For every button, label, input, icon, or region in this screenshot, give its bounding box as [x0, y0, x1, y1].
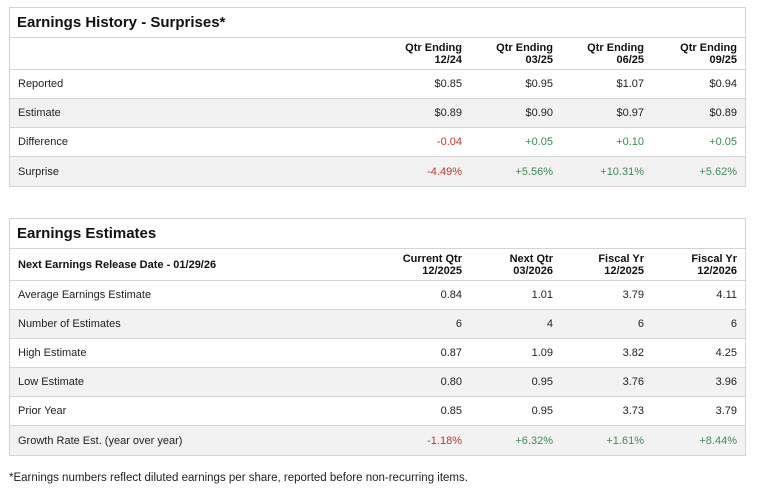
cell-value: +0.10: [616, 136, 644, 148]
cell-value: $0.89: [434, 107, 462, 119]
table-row: Growth Rate Est. (year over year) -1.18% +…: [10, 426, 745, 455]
table-row: Average Earnings Estimate 0.84 1.01 3.79 4.1…: [10, 281, 745, 310]
cell-value: $0.97: [616, 107, 644, 119]
cell-value: $0.89: [709, 107, 737, 119]
column-header-line2: 06/25: [616, 53, 644, 66]
earnings-estimates-table: Earnings Estimates Next Earnings Release…: [9, 218, 746, 456]
cell-value: $0.94: [709, 78, 737, 90]
column-header: Next Qtr 03/2026: [462, 253, 553, 277]
column-header-line2: 09/25: [709, 53, 737, 66]
cell-value: 0.95: [531, 376, 553, 388]
cell-value: $0.85: [434, 78, 462, 90]
table-row: Surprise -4.49% +5.56% +10.31% +5.62%: [10, 157, 745, 186]
column-header: Current Qtr 12/2025: [371, 253, 462, 277]
column-header: Qtr Ending 12/24: [371, 42, 462, 66]
row-label: Average Earnings Estimate: [18, 289, 152, 301]
row-label: Number of Estimates: [18, 318, 121, 330]
cell-value: 1.01: [531, 289, 553, 301]
cell-value: 4.11: [716, 289, 737, 301]
cell-value: 4.25: [715, 347, 737, 359]
cell-value: +5.56%: [515, 165, 553, 178]
cell-value: +6.32%: [515, 434, 553, 447]
footnote: *Earnings numbers reflect diluted earnin…: [9, 472, 468, 484]
table-row: Number of Estimates 6 4 6 6: [10, 310, 745, 339]
cell-value: 3.79: [622, 289, 644, 301]
table-row: Reported $0.85 $0.95 $1.07 $0.94: [10, 70, 745, 99]
cell-value: +0.05: [709, 136, 737, 148]
cell-value: 0.95: [531, 405, 553, 417]
column-header-line1: Next Qtr: [509, 252, 553, 265]
section-title: Earnings History - Surprises*: [10, 8, 745, 38]
cell-value: 4: [546, 318, 553, 330]
cell-value: $1.07: [616, 78, 644, 90]
table-row: High Estimate 0.87 1.09 3.82 4.25: [10, 339, 745, 368]
cell-value: $0.90: [525, 107, 553, 119]
cell-value: +1.61%: [606, 434, 644, 447]
column-header: Fiscal Yr 12/2026: [644, 253, 745, 277]
column-header-line1: Current Qtr: [402, 252, 462, 265]
cell-value: 0.80: [440, 376, 462, 388]
column-header-line1: Qtr Ending: [496, 41, 553, 54]
cell-value: 0.87: [440, 347, 462, 359]
table-row: Prior Year 0.85 0.95 3.73 3.79: [10, 397, 745, 426]
table-header-row: Next Earnings Release Date - 01/29/26 Cur…: [10, 249, 745, 281]
row-label: High Estimate: [18, 347, 87, 359]
column-header: Qtr Ending 06/25: [553, 42, 644, 66]
cell-value: 6: [455, 318, 462, 330]
cell-value: +8.44%: [699, 434, 737, 447]
row-label: Difference: [18, 136, 68, 148]
column-header: Qtr Ending 03/25: [462, 42, 553, 66]
cell-value: 0.84: [440, 289, 462, 301]
column-header-line1: Qtr Ending: [587, 41, 644, 54]
cell-value: 3.73: [622, 405, 644, 417]
table-row: Low Estimate 0.80 0.95 3.76 3.96: [10, 368, 745, 397]
cell-value: 3.82: [622, 347, 644, 359]
cell-value: -4.49%: [427, 165, 462, 178]
column-header: Qtr Ending 09/25: [644, 42, 745, 66]
column-header: Fiscal Yr 12/2025: [553, 253, 644, 277]
column-header-line1: Fiscal Yr: [598, 252, 644, 265]
cell-value: 1.09: [531, 347, 553, 359]
table-row: Estimate $0.89 $0.90 $0.97 $0.89: [10, 99, 745, 128]
cell-value: +10.31%: [600, 165, 644, 178]
column-header-line2: 12/24: [434, 53, 462, 66]
column-header-line1: Qtr Ending: [680, 41, 737, 54]
row-label: Prior Year: [18, 405, 67, 417]
column-header-line2: 03/2026: [513, 264, 553, 277]
cell-value: 0.85: [440, 405, 462, 417]
column-header-line1: Fiscal Yr: [691, 252, 737, 265]
column-header-line2: 03/25: [525, 53, 553, 66]
cell-value: -0.04: [436, 136, 462, 148]
row-label: Low Estimate: [18, 376, 85, 388]
cell-value: -1.18%: [427, 434, 462, 447]
column-header-line2: 12/2025: [422, 264, 462, 277]
header-label: Next Earnings Release Date - 01/29/26: [18, 258, 217, 271]
column-header-line2: 12/2025: [604, 264, 644, 277]
section-title: Earnings Estimates: [10, 219, 745, 249]
table-header-row: Qtr Ending 12/24 Qtr Ending 03/25 Qtr Ending…: [10, 38, 745, 70]
cell-value: 3.76: [622, 376, 644, 388]
row-label: Growth Rate Est. (year over year): [18, 434, 183, 447]
cell-value: +5.62%: [699, 165, 737, 178]
cell-value: $0.95: [525, 78, 553, 90]
earnings-history-table: Earnings History - Surprises* Qtr Ending…: [9, 7, 746, 187]
column-header-line1: Qtr Ending: [405, 41, 462, 54]
table-row: Difference -0.04 +0.05 +0.10 +0.05: [10, 128, 745, 157]
cell-value: +0.05: [525, 136, 553, 148]
cell-value: 3.96: [715, 376, 737, 388]
cell-value: 6: [637, 318, 644, 330]
cell-value: 6: [730, 318, 737, 330]
column-header-line2: 12/2026: [697, 264, 737, 277]
row-label: Reported: [18, 78, 64, 90]
cell-value: 3.79: [715, 405, 737, 417]
row-label: Surprise: [18, 165, 59, 178]
row-label: Estimate: [18, 107, 61, 119]
